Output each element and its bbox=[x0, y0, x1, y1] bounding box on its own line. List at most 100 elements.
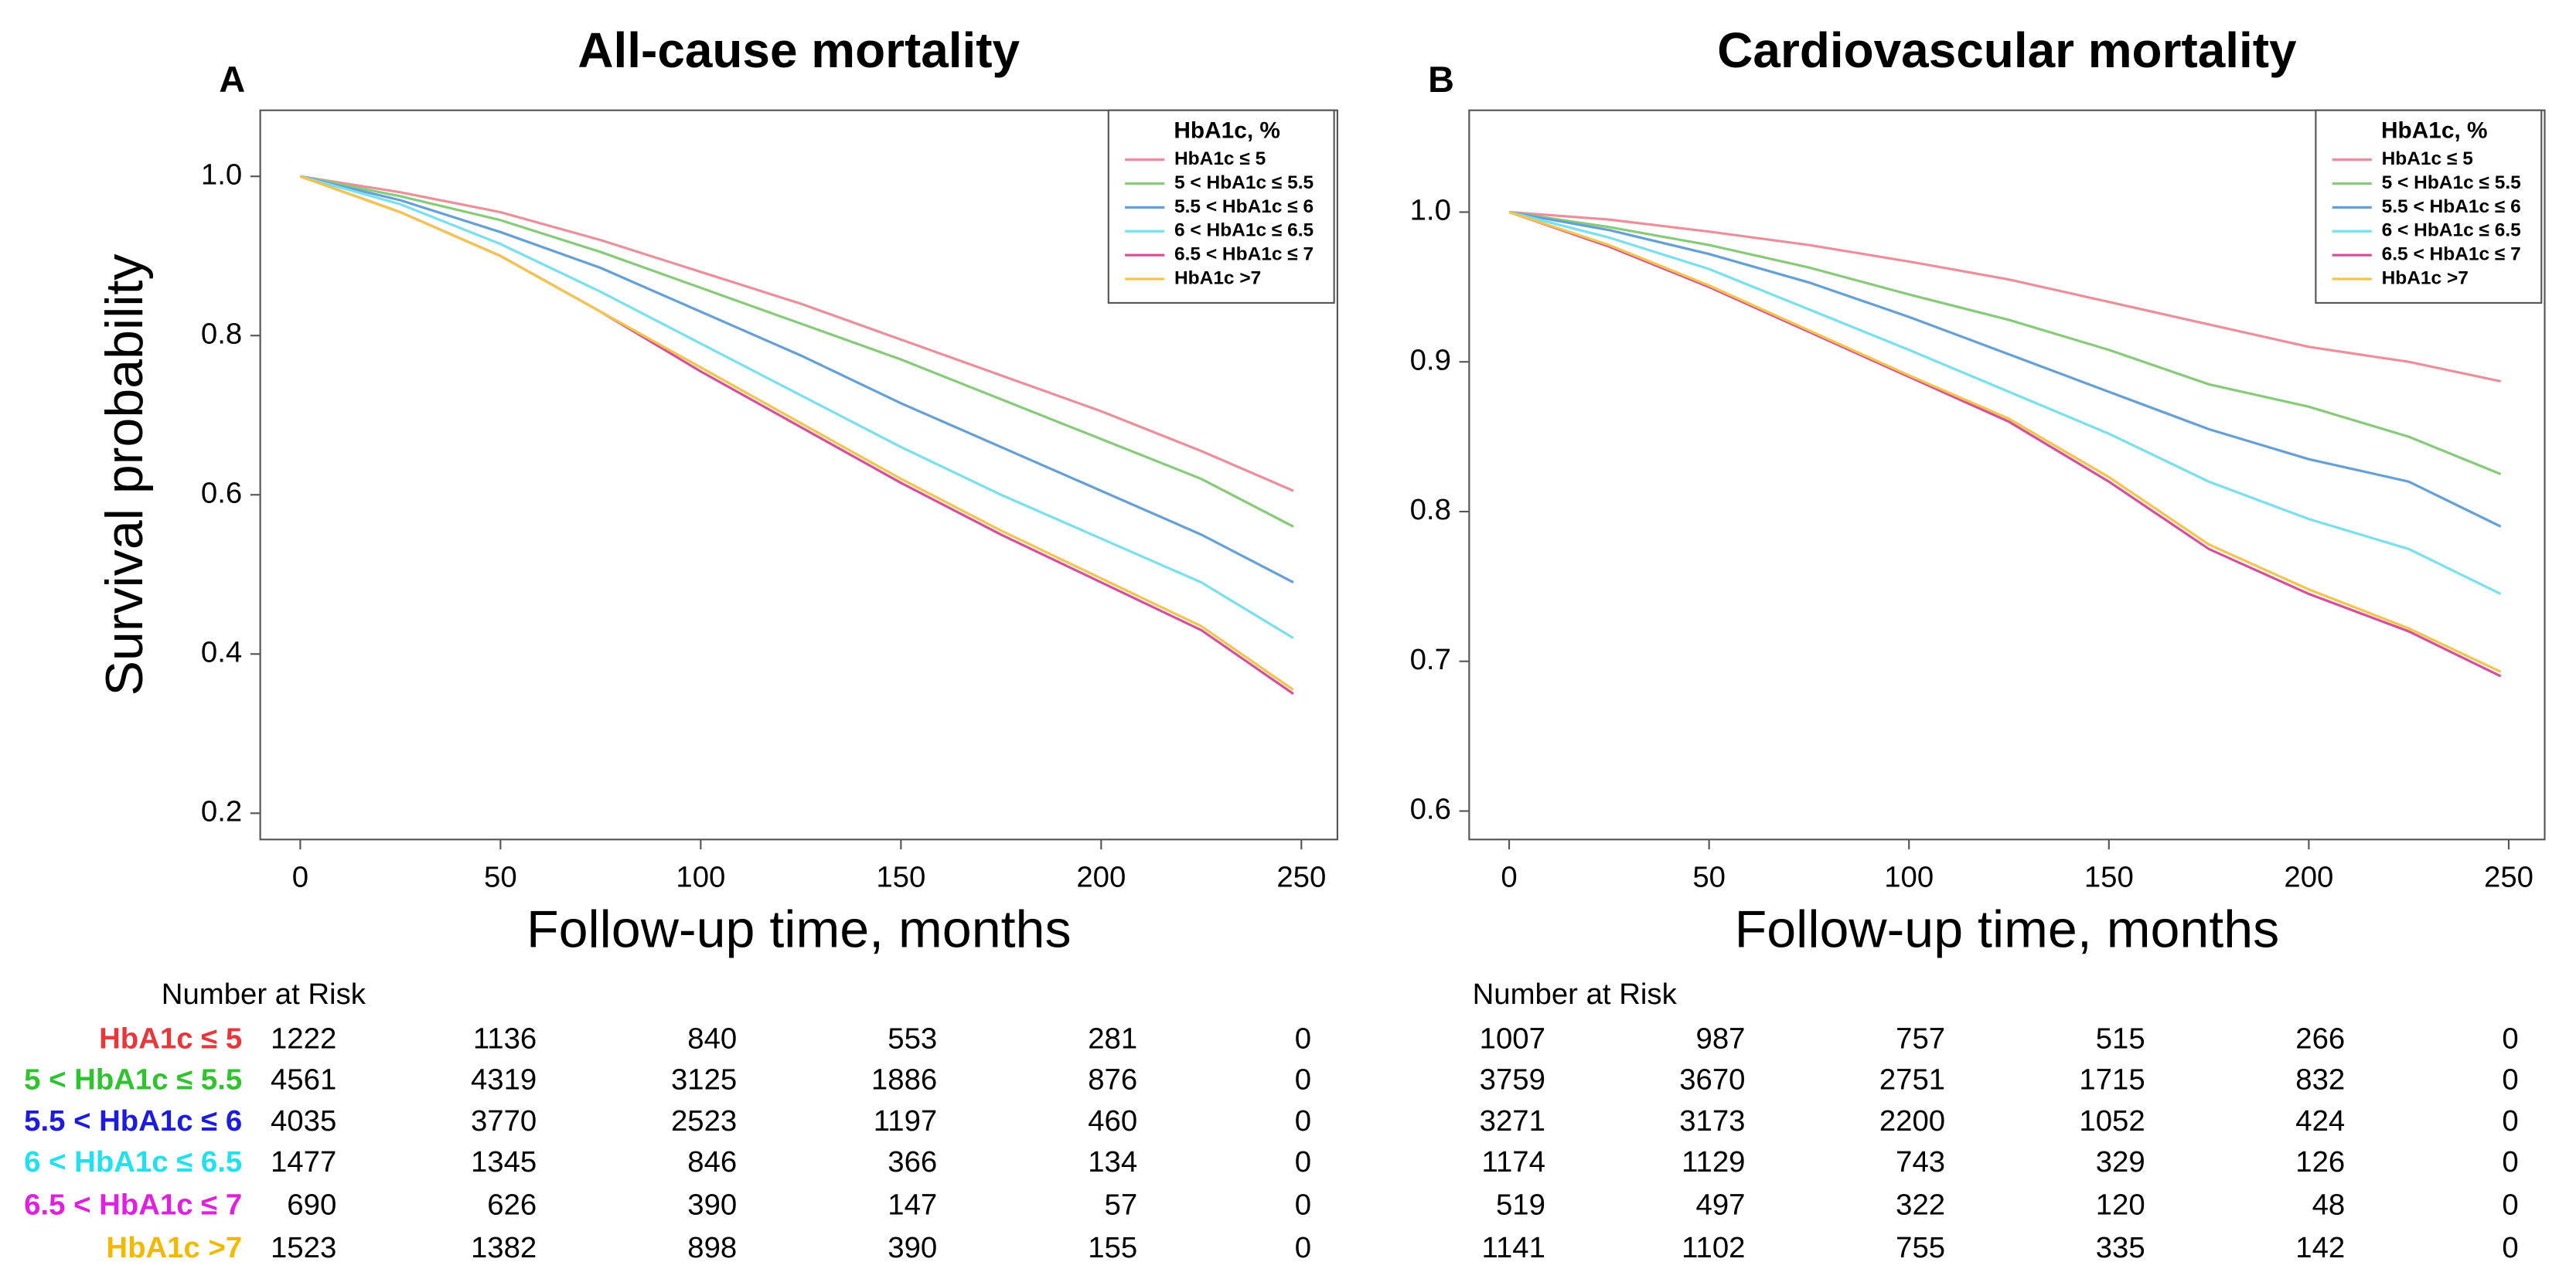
risk-count: 120 bbox=[2096, 1188, 2145, 1221]
risk-count: 126 bbox=[2295, 1145, 2345, 1179]
risk-count: 4319 bbox=[471, 1063, 537, 1097]
y-tick-label: 0.6 bbox=[201, 476, 242, 509]
x-tick-label: 250 bbox=[1276, 861, 1326, 894]
legend-label: 6 < HbA1c ≤ 6.5 bbox=[2382, 220, 2521, 241]
risk-count: 832 bbox=[2295, 1063, 2345, 1097]
panel-label: B bbox=[1428, 60, 1454, 100]
risk-count: 553 bbox=[888, 1022, 937, 1055]
x-tick-label: 200 bbox=[1076, 861, 1126, 894]
chart-title: Cardiovascular mortality bbox=[1717, 22, 2297, 78]
risk-count: 1345 bbox=[471, 1145, 537, 1179]
survival-curve bbox=[299, 175, 1294, 691]
risk-count: 846 bbox=[687, 1145, 737, 1179]
x-tick-label: 0 bbox=[1501, 861, 1517, 894]
risk-count: 0 bbox=[1295, 1231, 1311, 1264]
y-tick-label: 0.6 bbox=[1410, 793, 1451, 826]
risk-count: 0 bbox=[1295, 1063, 1311, 1097]
legend-label: 5 < HbA1c ≤ 5.5 bbox=[1174, 172, 1314, 193]
panel-label: A bbox=[219, 60, 245, 100]
x-tick-label: 250 bbox=[2484, 861, 2533, 894]
plot-frame bbox=[259, 109, 1338, 841]
risk-count: 840 bbox=[687, 1022, 737, 1055]
x-tick-label: 50 bbox=[484, 861, 517, 894]
survival-curve bbox=[1508, 210, 2502, 595]
risk-count: 1886 bbox=[871, 1063, 937, 1097]
risk-count: 690 bbox=[287, 1188, 336, 1221]
risk-count: 57 bbox=[1105, 1188, 1138, 1221]
x-tick-label: 50 bbox=[1692, 861, 1726, 894]
x-axis-label: Follow-up time, months bbox=[1735, 900, 2280, 959]
risk-count: 0 bbox=[2502, 1063, 2518, 1097]
risk-count: 497 bbox=[1696, 1188, 1746, 1221]
risk-count: 3173 bbox=[1679, 1104, 1745, 1138]
legend-label: 6.5 < HbA1c ≤ 7 bbox=[1174, 244, 1314, 265]
risk-count: 266 bbox=[2295, 1022, 2345, 1055]
chart-title: All-cause mortality bbox=[578, 22, 1020, 78]
y-tick-label: 0.9 bbox=[1410, 343, 1451, 376]
risk-count: 519 bbox=[1496, 1188, 1545, 1221]
risk-row-label: 5 < HbA1c ≤ 5.5 bbox=[24, 1063, 242, 1097]
risk-count: 1052 bbox=[2079, 1104, 2145, 1138]
risk-count: 329 bbox=[2096, 1145, 2145, 1179]
risk-count: 743 bbox=[1896, 1145, 1945, 1179]
legend-label: 6 < HbA1c ≤ 6.5 bbox=[1174, 220, 1314, 241]
risk-count: 390 bbox=[687, 1188, 737, 1221]
risk-count: 3271 bbox=[1480, 1104, 1545, 1138]
risk-count: 0 bbox=[2502, 1188, 2518, 1221]
survival-curve bbox=[300, 175, 1294, 492]
risk-count: 424 bbox=[2295, 1104, 2345, 1138]
x-tick-label: 100 bbox=[676, 861, 725, 894]
risk-count: 281 bbox=[1088, 1022, 1137, 1055]
risk-count: 335 bbox=[2096, 1231, 2145, 1264]
risk-count: 898 bbox=[687, 1231, 737, 1264]
y-tick-label: 0.7 bbox=[1410, 643, 1451, 676]
risk-count: 0 bbox=[2502, 1022, 2518, 1055]
risk-count: 1222 bbox=[271, 1022, 336, 1055]
survival-curve bbox=[1508, 210, 2502, 476]
legend-label: 5.5 < HbA1c ≤ 6 bbox=[1174, 196, 1314, 217]
risk-count: 2200 bbox=[1879, 1104, 1945, 1138]
x-tick-label: 100 bbox=[1884, 861, 1934, 894]
legend-title: HbA1c, % bbox=[2381, 117, 2488, 143]
risk-count: 0 bbox=[2502, 1231, 2518, 1264]
risk-count: 1007 bbox=[1480, 1022, 1545, 1055]
risk-count: 0 bbox=[2502, 1145, 2518, 1179]
risk-count: 1102 bbox=[1682, 1231, 1745, 1264]
legend-label: HbA1c ≤ 5 bbox=[1174, 148, 1266, 169]
y-tick-label: 0.8 bbox=[201, 317, 242, 350]
survival-curve bbox=[1508, 210, 2502, 678]
survival-curve bbox=[299, 175, 1294, 640]
risk-count: 515 bbox=[2096, 1022, 2145, 1055]
risk-count: 2523 bbox=[671, 1104, 737, 1138]
risk-count: 4561 bbox=[271, 1063, 336, 1097]
survival-curve bbox=[1508, 210, 2502, 528]
survival-curve bbox=[1508, 210, 2501, 383]
x-tick-label: 200 bbox=[2284, 861, 2333, 894]
risk-count: 0 bbox=[1295, 1104, 1311, 1138]
risk-count: 142 bbox=[2295, 1231, 2345, 1264]
legend-title: HbA1c, % bbox=[1174, 117, 1280, 143]
x-tick-label: 150 bbox=[876, 861, 925, 894]
legend-label: 5 < HbA1c ≤ 5.5 bbox=[2382, 172, 2521, 193]
y-tick-label: 0.8 bbox=[1410, 493, 1451, 526]
risk-count: 1477 bbox=[271, 1145, 336, 1179]
risk-row-label: 5.5 < HbA1c ≤ 6 bbox=[24, 1104, 242, 1138]
risk-count: 390 bbox=[888, 1231, 937, 1264]
risk-count: 1197 bbox=[874, 1104, 937, 1138]
risk-count: 3759 bbox=[1480, 1063, 1545, 1097]
risk-count: 1136 bbox=[473, 1022, 537, 1055]
risk-count: 1141 bbox=[1482, 1231, 1545, 1264]
risk-count: 0 bbox=[1295, 1145, 1311, 1179]
risk-count: 460 bbox=[1088, 1104, 1137, 1138]
risk-count: 1715 bbox=[2079, 1063, 2145, 1097]
risk-count: 1174 bbox=[1482, 1145, 1545, 1179]
risk-row-label: HbA1c >7 bbox=[106, 1231, 242, 1264]
y-tick-label: 1.0 bbox=[201, 158, 242, 191]
survival-curve bbox=[1508, 210, 2502, 673]
legend-label: 6.5 < HbA1c ≤ 7 bbox=[2382, 244, 2521, 265]
risk-count: 4035 bbox=[271, 1104, 336, 1138]
risk-table-title: Number at Risk bbox=[162, 978, 366, 1011]
y-tick-label: 1.0 bbox=[1410, 194, 1451, 227]
risk-count: 0 bbox=[1295, 1022, 1311, 1055]
